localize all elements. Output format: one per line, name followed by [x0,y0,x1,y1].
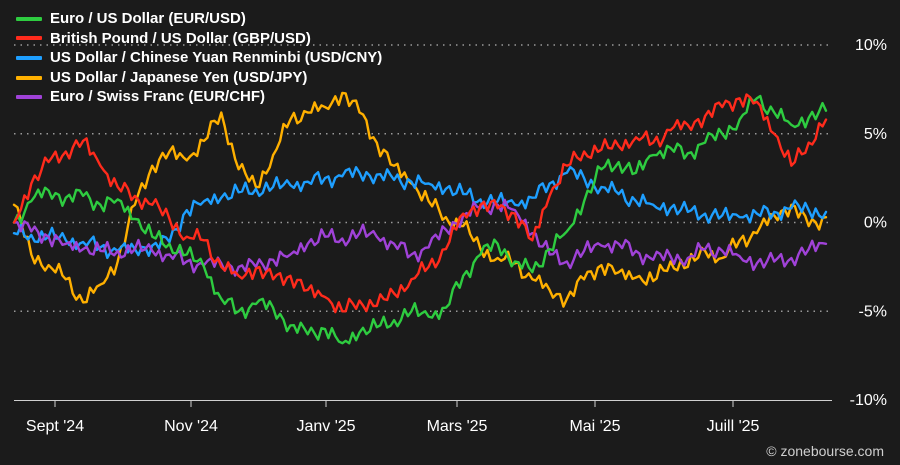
legend-label: US Dollar / Chinese Yuan Renminbi (USD/C… [50,49,383,67]
legend-item: Euro / Swiss Franc (EUR/CHF) [16,87,382,107]
x-tick-label: Juill '25 [707,418,760,435]
series-lines [12,91,828,345]
legend-item: US Dollar / Chinese Yuan Renminbi (USD/C… [16,48,382,68]
copyright-text: © zonebourse.com [766,443,884,459]
legend-label: US Dollar / Japanese Yen (USD/JPY) [50,68,308,86]
legend-label: Euro / US Dollar (EUR/USD) [50,10,246,27]
axes: 10% 5% 0% -5% -10% Sept '24 Nov '24 Janv '25 Mar… [14,37,887,435]
legend-swatch [16,95,42,100]
legend-swatch [16,55,42,60]
legend-item: Euro / US Dollar (EUR/USD) [16,9,382,29]
legend-swatch [16,36,42,41]
y-tick-label: 0% [864,215,887,232]
x-tick-label: Sept '24 [26,418,84,435]
x-tick-label: Mai '25 [569,418,620,435]
series-line-2 [12,165,828,260]
series-line-4 [12,198,828,277]
y-tick-label: 10% [855,37,887,54]
x-tick-label: Janv '25 [296,418,355,435]
legend-item: US Dollar / Japanese Yen (USD/JPY) [16,68,382,88]
legend-label: British Pound / US Dollar (GBP/USD) [50,29,311,47]
series-line-1 [12,93,828,314]
legend-label: Euro / Swiss Franc (EUR/CHF) [50,88,266,106]
x-tick-label: Mars '25 [427,418,488,435]
x-tick-label: Nov '24 [164,418,218,435]
y-tick-label: -5% [859,303,887,320]
legend-swatch [16,16,42,21]
series-line-3 [12,91,828,308]
legend: Euro / US Dollar (EUR/USD) British Pound … [16,9,382,107]
y-tick-label: -10% [850,392,887,409]
legend-item: British Pound / US Dollar (GBP/USD) [16,29,382,49]
y-tick-label: 5% [864,126,887,143]
series-line-0 [12,94,828,345]
legend-swatch [16,75,42,80]
